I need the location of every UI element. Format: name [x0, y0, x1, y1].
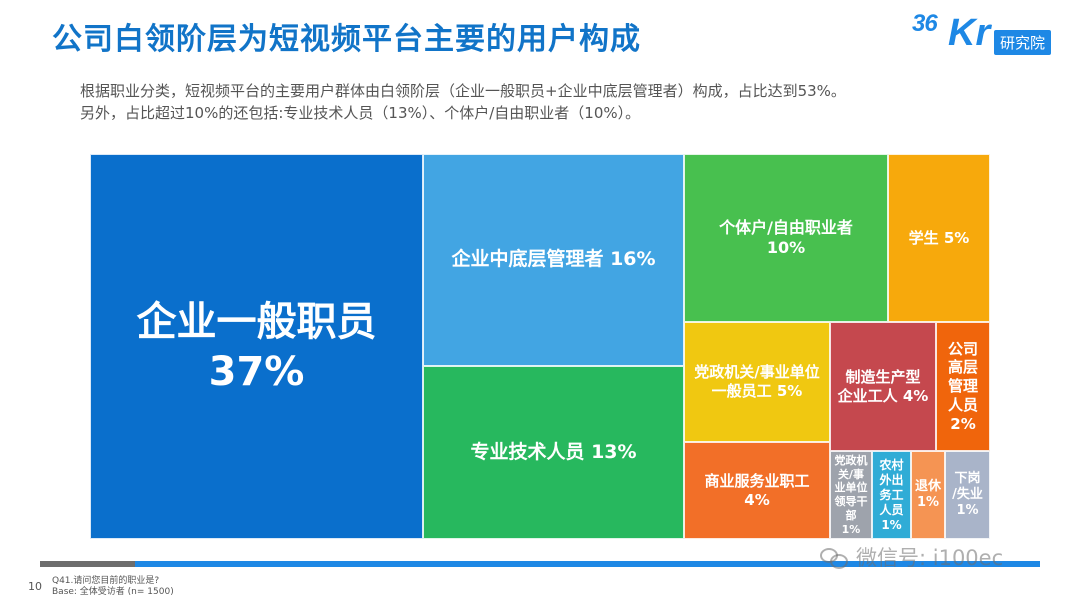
tile-name-line: 务工	[879, 487, 904, 502]
page-number: 10	[28, 580, 42, 593]
tile-name-line: 党政机关/事业单位	[694, 363, 820, 382]
tile-label: 企业中底层管理者 16%	[451, 248, 656, 271]
tile-senior-executive: 公司 高层 管理 人员 2%	[936, 322, 990, 451]
tile-name-line: 业单位	[834, 481, 868, 495]
tile-name-line: 企业工人 4%	[837, 386, 929, 405]
watermark-text: 微信号: i100ec	[856, 546, 1004, 570]
tile-name-line: 企业一般职员	[136, 298, 377, 345]
tile-value: 1%	[916, 495, 940, 510]
page-title: 公司白领阶层为短视频平台主要的用户构成	[52, 22, 641, 57]
tile-name-line: 人员	[947, 395, 978, 414]
tile-name-line: 高层	[947, 358, 978, 377]
tile-name-line: 退休	[914, 478, 941, 494]
tile-value: 1%	[841, 522, 861, 536]
tile-migrant-worker: 农村 外出 务工 人员 1%	[872, 451, 911, 539]
description-line-2: 另外，占比超过10%的还包括:专业技术人员（13%）、个体户/自由职业者（10%…	[80, 104, 641, 122]
tile-official-leader: 党政机 关/事 业单位 领导干部 1%	[830, 451, 872, 539]
tile-label: 学生 5%	[908, 228, 970, 247]
footnote: Q41.请问您目前的职业是? Base: 全体受访者 (n= 1500)	[52, 576, 174, 598]
tile-name-line: 公司	[947, 339, 978, 358]
footnote-base: Base: 全体受访者 (n= 1500)	[52, 587, 174, 597]
tile-value: 37%	[208, 348, 305, 395]
tile-value: 1%	[881, 517, 902, 532]
tile-name-line: 管理	[947, 377, 978, 396]
tile-name-line: 领导干	[834, 495, 868, 508]
tile-student: 学生 5%	[888, 154, 990, 322]
tile-value: 4%	[744, 490, 770, 509]
tile-value: 1%	[956, 503, 979, 519]
tile-civil-servant: 党政机关/事业单位 一般员工 5%	[684, 322, 830, 442]
description: 根据职业分类，短视频平台的主要用户群体由白领阶层（企业一般职员+企业中底层管理者…	[80, 80, 1040, 124]
tile-name-line: 党政机	[834, 453, 868, 467]
tile-name-line: /失业	[952, 486, 983, 502]
footer-divider-accent	[135, 561, 1040, 567]
tile-retired: 退休 1%	[911, 451, 945, 539]
wechat-watermark: 微信号: i100ec	[820, 542, 1003, 572]
tile-value: 2%	[950, 414, 976, 433]
tile-name-line: 制造生产型	[845, 367, 921, 386]
tile-value: 10%	[766, 238, 806, 257]
occupation-treemap: 企业一般职员 37% 企业中底层管理者 16% 专业技术人员 13% 个体户/自由职业者…	[90, 154, 990, 539]
tile-employee: 企业一般职员 37%	[90, 154, 423, 539]
tile-name-line: 商业服务业职工	[704, 471, 810, 490]
tile-technician: 专业技术人员 13%	[423, 366, 684, 539]
tile-middle-manager: 企业中底层管理者 16%	[423, 154, 684, 366]
tile-name-line: 外出	[879, 472, 904, 487]
tile-self-employed: 个体户/自由职业者 10%	[684, 154, 888, 322]
description-line-1: 根据职业分类，短视频平台的主要用户群体由白领阶层（企业一般职员+企业中底层管理者…	[80, 82, 846, 100]
tile-name-line: 部	[845, 508, 857, 522]
tile-factory-worker: 制造生产型 企业工人 4%	[830, 322, 936, 451]
tile-label: 专业技术人员 13%	[470, 440, 637, 463]
tile-name-line: 下岗	[954, 470, 981, 486]
tile-name-line: 农村	[879, 457, 904, 472]
tile-name-line: 个体户/自由职业者	[719, 218, 853, 237]
logo-letters: Kr	[948, 12, 991, 54]
tile-unemployed: 下岗/失业 1%	[945, 451, 990, 539]
footnote-question: Q41.请问您目前的职业是?	[52, 576, 160, 586]
tile-name-line: 人员	[879, 502, 904, 517]
logo-number: 36	[912, 10, 938, 37]
tile-name-line: 一般员工 5%	[711, 382, 803, 400]
tile-service-worker: 商业服务业职工 4%	[684, 442, 830, 539]
logo-tag: 研究院	[994, 30, 1052, 55]
tile-name-line: 关/事	[837, 467, 865, 481]
footer-divider-dark	[40, 561, 135, 567]
wechat-icon	[820, 546, 850, 569]
